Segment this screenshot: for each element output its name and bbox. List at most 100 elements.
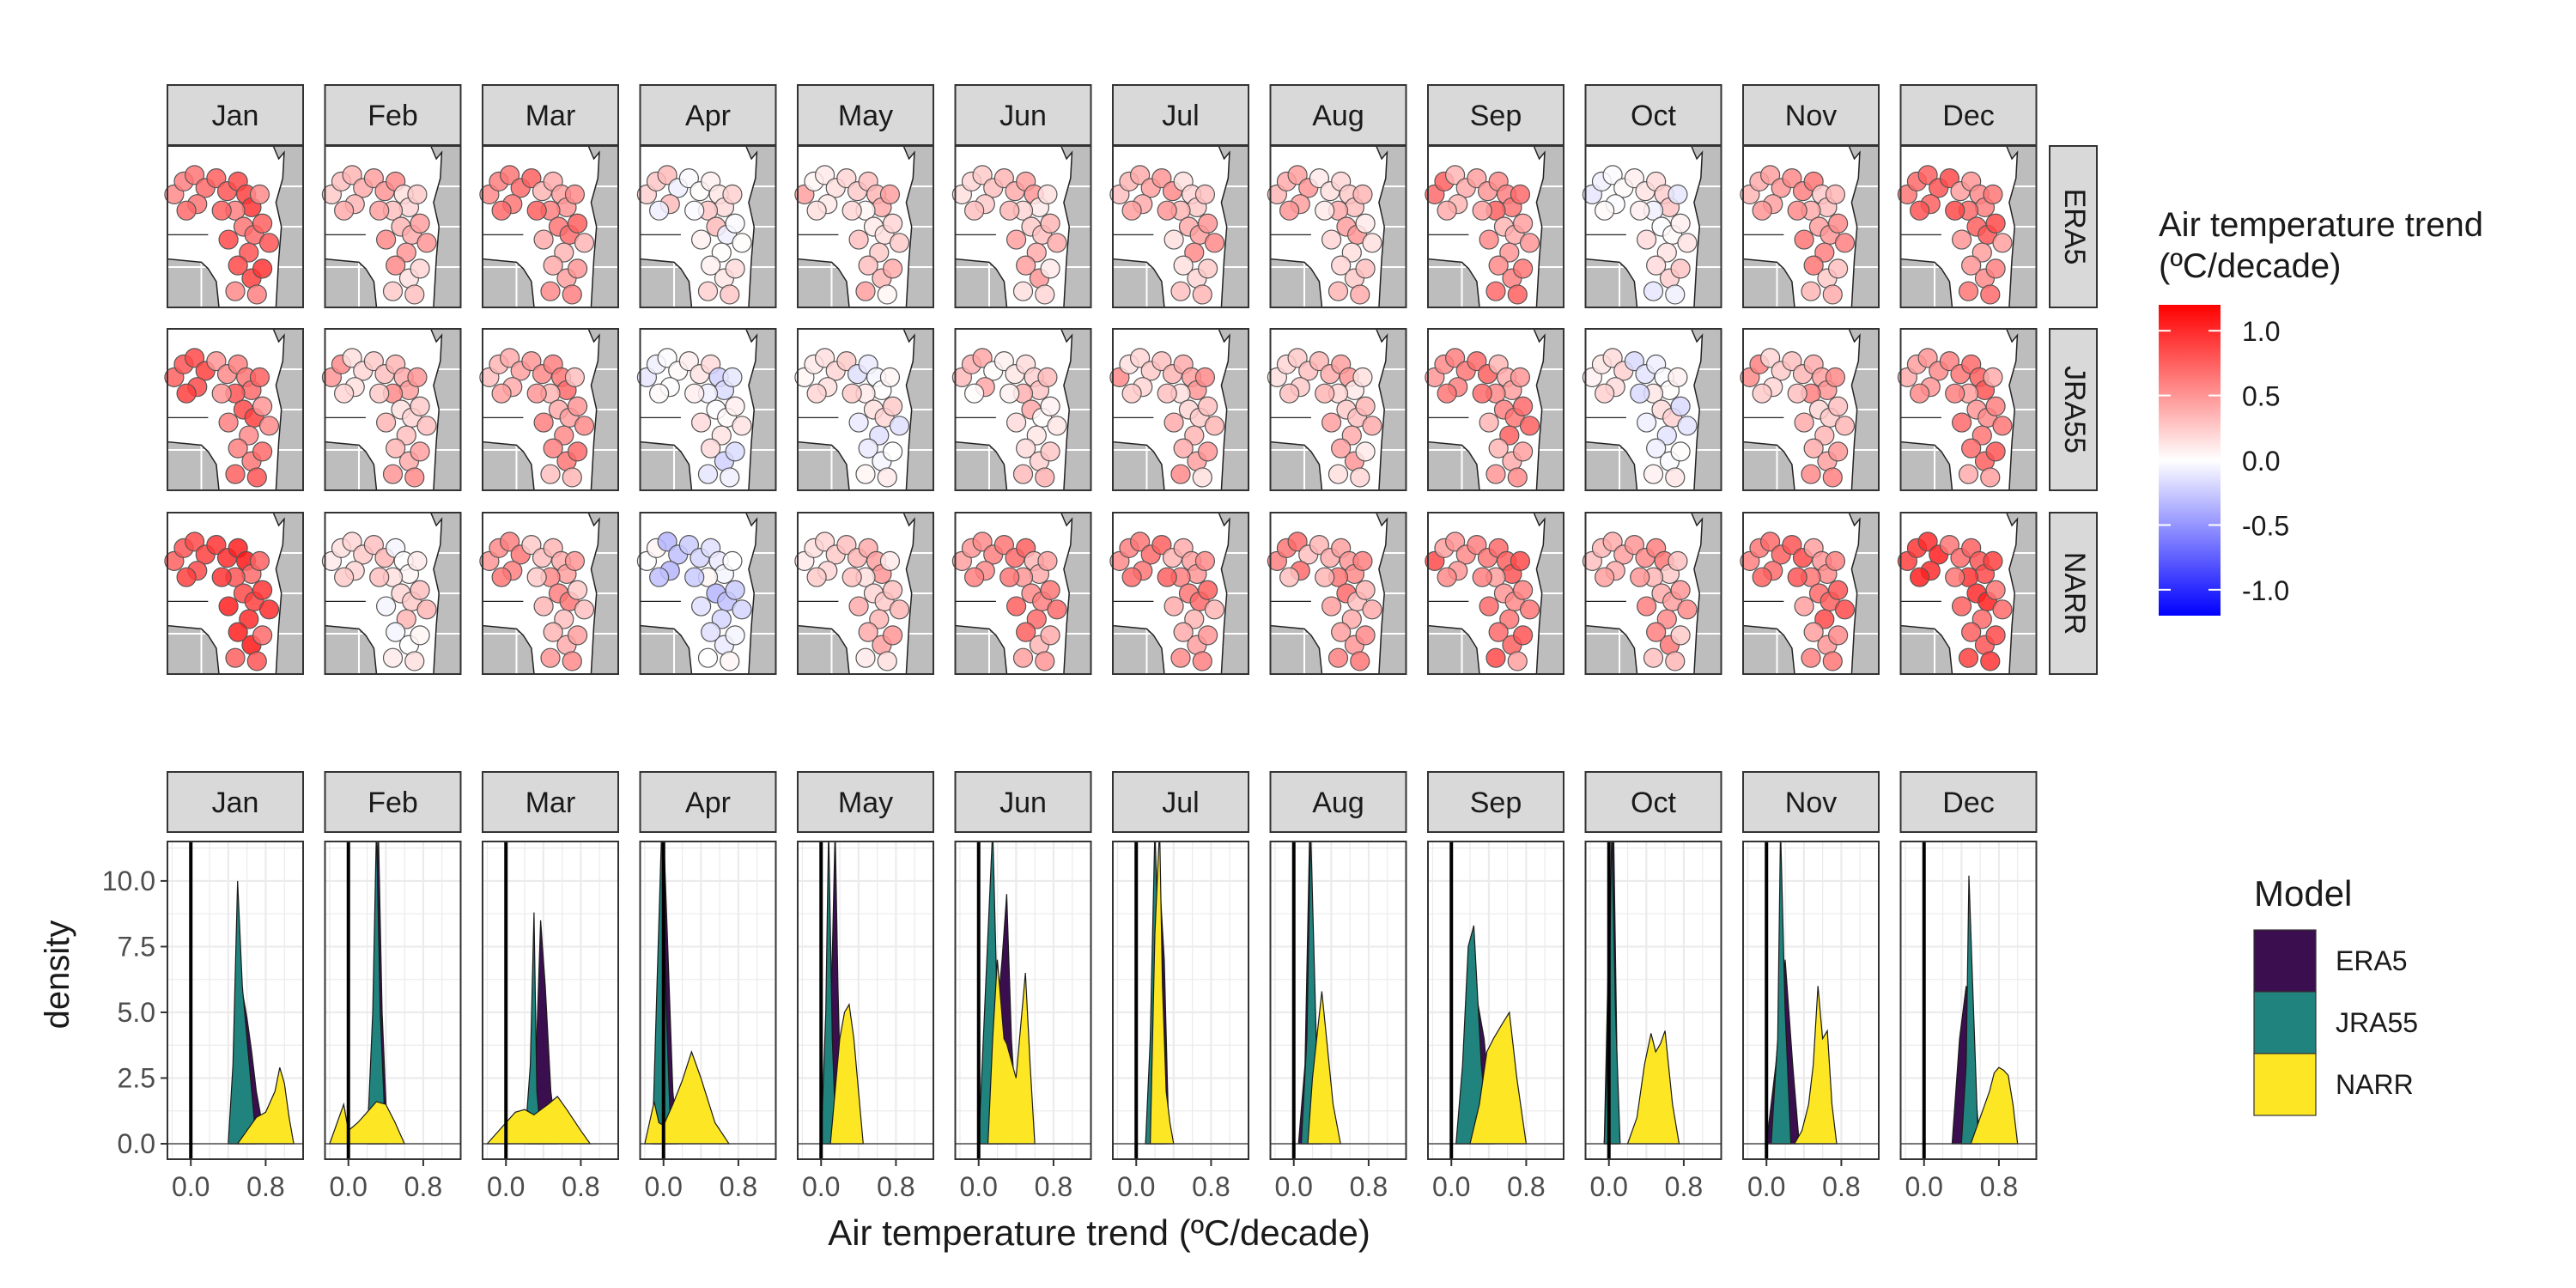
station-point xyxy=(889,416,910,436)
station-point xyxy=(185,532,205,552)
station-point xyxy=(1801,281,1821,301)
density-series-group xyxy=(1428,841,1564,1159)
station-point xyxy=(1983,184,2003,204)
map-panel-border xyxy=(1899,145,2038,308)
station-point xyxy=(848,412,869,433)
station-point xyxy=(806,200,827,221)
x-tick-label: 0.8 xyxy=(720,1171,757,1202)
station-point xyxy=(1917,532,1938,552)
x-tick-label: 0.0 xyxy=(644,1171,682,1202)
map-strip xyxy=(324,84,462,146)
density-strip-label: Jun xyxy=(999,787,1047,819)
density-series-group xyxy=(1113,841,1249,1159)
station-point xyxy=(1939,351,1959,372)
station-point xyxy=(1803,438,1824,459)
station-point xyxy=(1636,596,1657,617)
model-legend: Model ERA5 JRA55 NARR xyxy=(2253,873,2418,1116)
map-strip-label: Aug xyxy=(1312,100,1364,132)
station-point xyxy=(1197,441,1218,462)
station-point xyxy=(574,599,595,620)
station-point xyxy=(1350,284,1370,305)
station-point xyxy=(521,534,542,556)
station-point xyxy=(1519,233,1540,253)
density-area-narr xyxy=(987,959,1036,1145)
station-point xyxy=(841,567,862,587)
station-point xyxy=(369,200,390,221)
station-point xyxy=(382,464,404,484)
station-point xyxy=(1828,625,1849,646)
density-strip xyxy=(797,771,934,833)
map-panel-border xyxy=(1899,512,2038,675)
station-point xyxy=(1197,580,1218,600)
station-point xyxy=(1985,441,2006,462)
station-point xyxy=(1512,625,1534,646)
station-point xyxy=(239,242,259,263)
row-strip xyxy=(2049,512,2098,675)
station-point xyxy=(211,383,232,404)
station-point xyxy=(1945,383,1965,404)
station-point xyxy=(396,242,416,263)
y-axis-title: density xyxy=(39,920,76,1030)
station-point xyxy=(334,567,355,587)
density-strip xyxy=(167,771,304,833)
station-point xyxy=(841,200,862,221)
station-point xyxy=(722,184,743,204)
legend-key-era5 xyxy=(2253,929,2317,993)
station-point xyxy=(342,532,362,552)
station-point xyxy=(562,467,582,488)
station-point xyxy=(848,596,869,617)
station-point xyxy=(1012,647,1034,668)
station-point xyxy=(1752,200,1772,221)
map-panel-border xyxy=(1899,328,2038,491)
station-point xyxy=(1803,255,1824,276)
density-strip xyxy=(482,771,619,833)
station-point xyxy=(1350,467,1370,488)
density-area-narr xyxy=(644,1050,731,1145)
station-point xyxy=(211,200,232,221)
x-tick-label: 0.0 xyxy=(959,1171,997,1202)
map-panel-border xyxy=(1742,328,1880,491)
station-point xyxy=(1794,412,1814,433)
station-point xyxy=(1194,367,1216,387)
station-point xyxy=(836,351,857,372)
map-panel-border xyxy=(797,145,934,308)
station-point xyxy=(1803,622,1824,642)
station-point xyxy=(1121,383,1142,404)
station-point xyxy=(1037,184,1058,204)
map-panel-border xyxy=(1584,145,1722,308)
legend-label-narr: NARR xyxy=(2336,1069,2414,1100)
station-point xyxy=(1656,425,1677,446)
station-point xyxy=(334,383,355,404)
map-panel-border xyxy=(482,145,619,308)
density-area-narr xyxy=(1469,1011,1528,1145)
density-series-group xyxy=(955,841,1091,1159)
station-point xyxy=(725,580,745,600)
station-point xyxy=(369,567,390,587)
station-point xyxy=(1602,532,1623,552)
map-strip-label: Dec xyxy=(1942,100,1994,132)
map-panel-border xyxy=(797,512,934,675)
station-point xyxy=(1670,580,1691,600)
row-strip-label: NARR xyxy=(2058,552,2091,635)
station-point xyxy=(1512,258,1534,279)
station-point xyxy=(1341,609,1362,629)
station-point xyxy=(404,467,425,488)
station-point xyxy=(1355,213,1376,234)
map-strip xyxy=(1899,84,2038,146)
x-tick-label: 0.8 xyxy=(1980,1171,2018,1202)
station-point xyxy=(889,233,910,253)
density-strip-label: Aug xyxy=(1312,787,1364,819)
station-point xyxy=(1624,168,1644,189)
map-panel-border xyxy=(954,328,1092,491)
station-point xyxy=(1992,416,2013,436)
map-panel-border xyxy=(1427,328,1564,491)
station-point xyxy=(722,367,743,387)
station-point xyxy=(1488,255,1509,276)
station-point xyxy=(404,284,425,305)
station-point xyxy=(1985,625,2006,646)
map-panel-border xyxy=(1427,145,1564,308)
y-tick-label: 0.0 xyxy=(118,1128,155,1159)
station-point xyxy=(540,647,561,668)
y-tick-label: 7.5 xyxy=(118,931,155,962)
color-legend-tick-label: 0.0 xyxy=(2242,446,2280,477)
